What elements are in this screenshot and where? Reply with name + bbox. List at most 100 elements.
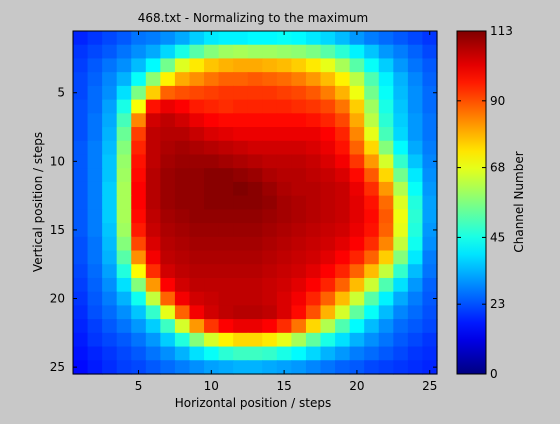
heatmap-cell: [364, 291, 380, 306]
heatmap-cell: [422, 168, 438, 183]
heatmap-cell: [174, 140, 191, 156]
heatmap-cell: [407, 140, 424, 156]
heatmap-cell: [320, 140, 336, 156]
heatmap-cell: [189, 319, 205, 334]
heatmap-cell: [393, 58, 409, 73]
heatmap-cell: [393, 72, 409, 87]
heatmap-cell: [189, 264, 205, 279]
heatmap-cell: [102, 291, 118, 306]
y-tick-label: 15: [50, 223, 65, 237]
heatmap-cell: [247, 264, 263, 279]
heatmap-cell: [102, 305, 118, 320]
heatmap-cell: [335, 168, 351, 183]
heatmap-cell: [87, 223, 103, 238]
heatmap-cell: [174, 236, 191, 252]
heatmap-cell: [160, 360, 176, 375]
heatmap-cell: [422, 44, 438, 60]
heatmap-cell: [276, 72, 292, 87]
heatmap-cell: [116, 72, 132, 87]
heatmap-cell: [276, 360, 292, 375]
heatmap-cell: [349, 99, 365, 114]
heatmap-cell: [73, 346, 89, 361]
colorbar: [456, 30, 487, 375]
heatmap-cell: [276, 140, 292, 156]
heatmap-cell: [378, 58, 394, 73]
heatmap-cell: [131, 291, 147, 306]
heatmap-cell: [218, 236, 234, 252]
heatmap-cell: [407, 332, 424, 348]
heatmap-cell: [218, 195, 234, 210]
heatmap-cell: [218, 209, 234, 224]
heatmap-cell: [320, 195, 336, 210]
heatmap-cell: [364, 85, 380, 101]
heatmap-cell: [364, 72, 380, 87]
chart-title: 468.txt - Normalizing to the maximum: [138, 11, 368, 25]
heatmap-cell: [204, 236, 220, 252]
heatmap-cell: [378, 72, 394, 87]
heatmap-cell: [116, 250, 132, 265]
heatmap-cell: [145, 319, 161, 334]
heatmap-cell: [160, 264, 176, 279]
colorbar-label: Channel Number: [512, 151, 526, 252]
heatmap-cell: [73, 195, 89, 210]
heatmap-cell: [320, 209, 336, 224]
heatmap-cell: [160, 319, 176, 334]
heatmap-cell: [262, 305, 278, 320]
heatmap-cell: [320, 31, 336, 46]
heatmap-cell: [291, 58, 307, 73]
heatmap-cell: [276, 319, 292, 334]
heatmap-cell: [276, 236, 292, 252]
heatmap-cell: [233, 346, 249, 361]
heatmap-cell: [116, 319, 132, 334]
heatmap-cell: [233, 44, 249, 60]
heatmap-cell: [233, 236, 249, 252]
heatmap-cell: [364, 113, 380, 128]
heatmap-cell: [262, 99, 278, 114]
heatmap-cell: [291, 168, 307, 183]
y-axis: 5 10 15 20 25: [50, 86, 437, 374]
heatmap-cell: [349, 291, 365, 306]
heatmap-cell: [145, 346, 161, 361]
heatmap-cell: [335, 264, 351, 279]
heatmap-cell: [131, 250, 147, 265]
heatmap-cell: [116, 31, 132, 46]
heatmap-cell: [204, 250, 220, 265]
heatmap-cell: [422, 264, 438, 279]
heatmap-cell: [247, 72, 263, 87]
heatmap-cell: [305, 195, 322, 210]
heatmap-cell: [233, 332, 249, 348]
heatmap-cell: [233, 31, 249, 46]
heatmap-cell: [378, 154, 394, 169]
heatmap-cell: [247, 195, 263, 210]
colorbar-tick-label: 68: [490, 161, 505, 175]
heatmap-cell: [393, 44, 409, 60]
heatmap-cell: [131, 113, 147, 128]
heatmap-cell: [276, 209, 292, 224]
heatmap-cell: [189, 154, 205, 169]
heatmap-cell: [160, 31, 176, 46]
heatmap-cell: [276, 195, 292, 210]
heatmap-cell: [189, 291, 205, 306]
heatmap-cell: [160, 236, 176, 252]
heatmap-cell: [378, 99, 394, 114]
heatmap-cell: [218, 346, 234, 361]
heatmap-cell: [335, 72, 351, 87]
heatmap-cell: [247, 44, 263, 60]
heatmap-cell: [276, 99, 292, 114]
heatmap-cell: [407, 127, 424, 142]
heatmap-cell: [73, 44, 89, 60]
heatmap-cell: [247, 332, 263, 348]
heatmap-cell: [407, 277, 424, 293]
heatmap-cell: [189, 277, 205, 293]
heatmap-cell: [145, 223, 161, 238]
heatmap-cell: [204, 31, 220, 46]
heatmap-cell: [174, 44, 191, 60]
heatmap-cell: [145, 154, 161, 169]
heatmap-cell: [73, 99, 89, 114]
heatmap-cell: [422, 291, 438, 306]
heatmap-cell: [291, 140, 307, 156]
heatmap-cell: [407, 72, 424, 87]
x-axis: 5 10 15 20 25: [135, 31, 437, 393]
heatmap-cell: [407, 360, 424, 375]
heatmap-cell: [364, 99, 380, 114]
